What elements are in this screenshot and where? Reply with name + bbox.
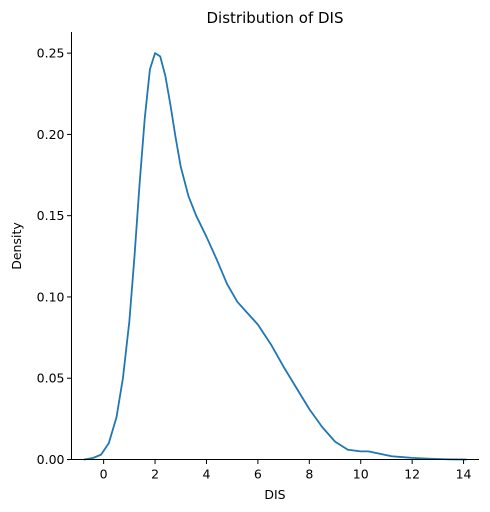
x-tick-label: 14 <box>456 467 472 482</box>
x-tick-label: 4 <box>202 467 210 482</box>
y-axis-label: Density <box>9 222 24 270</box>
y-axis-ticks: 0.00 0.05 0.10 0.15 0.20 0.25 <box>37 46 72 467</box>
y-tick-label: 0.15 <box>37 208 65 223</box>
x-tick-label: 6 <box>254 467 262 482</box>
x-tick-label: 12 <box>404 467 420 482</box>
x-axis-label: DIS <box>264 487 285 502</box>
x-tick-label: 8 <box>305 467 313 482</box>
x-tick-label: 10 <box>353 467 369 482</box>
density-curve <box>83 52 468 461</box>
x-tick-label: 2 <box>151 467 159 482</box>
y-tick-label: 0.05 <box>37 371 65 386</box>
x-tick-label: 0 <box>100 467 108 482</box>
y-tick-label: 0.20 <box>37 127 65 142</box>
y-tick-label: 0.25 <box>37 46 65 61</box>
chart-title: Distribution of DIS <box>207 9 344 27</box>
plot-area <box>83 52 468 461</box>
y-tick-label: 0.00 <box>37 452 65 467</box>
y-tick-label: 0.10 <box>37 289 65 304</box>
x-axis-ticks: 0 2 4 6 8 10 12 14 <box>100 459 472 482</box>
